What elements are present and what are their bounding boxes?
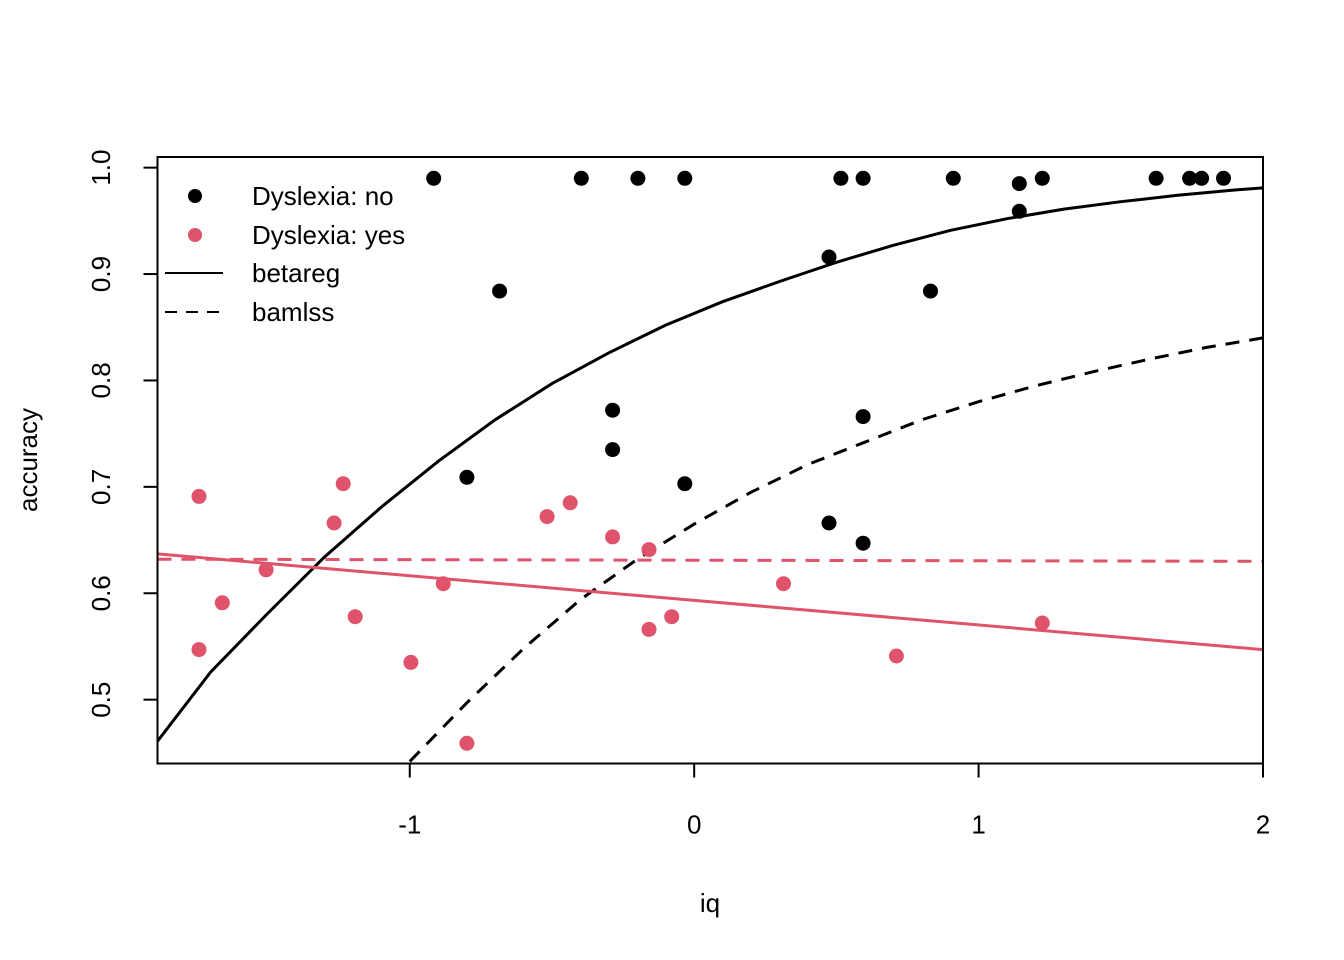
y-axis-title: accuracy	[13, 408, 43, 512]
data-point-dyslexia-yes	[776, 576, 791, 592]
data-point-dyslexia-no	[1011, 203, 1027, 219]
data-point-dyslexia-yes	[347, 609, 363, 625]
data-point-dyslexia-yes	[888, 648, 904, 664]
data-point-dyslexia-no	[630, 170, 646, 186]
legend: Dyslexia: no Dyslexia: yes betareg bamls…	[165, 181, 405, 327]
data-point-dyslexia-no	[821, 249, 837, 265]
y-tick-label: 0.8	[86, 362, 116, 398]
y-tick-label: 0.9	[86, 256, 116, 292]
data-point-dyslexia-yes	[403, 654, 419, 670]
data-point-dyslexia-no	[833, 170, 849, 186]
data-point-dyslexia-yes	[335, 476, 351, 492]
data-point-dyslexia-yes	[562, 495, 578, 511]
legend-swatch-dyslexia-yes	[188, 228, 202, 242]
x-tick-label: 1	[971, 810, 985, 840]
x-tick-label: 2	[1256, 810, 1270, 840]
y-tick-label: 1.0	[86, 150, 116, 186]
plot-frame	[156, 156, 1264, 765]
data-point-dyslexia-no	[1216, 170, 1231, 186]
data-point-dyslexia-yes	[539, 509, 555, 525]
fit-line-bamlss-dyslexia-no	[408, 336, 1263, 763]
data-point-dyslexia-yes	[258, 562, 274, 578]
y-tick-label: 0.6	[86, 575, 116, 611]
fit-line-betareg-dyslexia-yes	[157, 552, 1263, 652]
data-point-dyslexia-yes	[641, 542, 657, 558]
data-point-dyslexia-yes	[664, 609, 680, 625]
data-point-dyslexia-no	[1011, 176, 1027, 192]
data-point-dyslexia-no	[605, 402, 621, 418]
data-point-dyslexia-yes	[605, 529, 621, 545]
legend-label-dyslexia-no: Dyslexia: no	[252, 181, 394, 211]
data-point-dyslexia-no	[677, 170, 693, 186]
data-point-dyslexia-no	[573, 170, 589, 186]
legend-label-betareg: betareg	[252, 258, 340, 288]
data-point-dyslexia-no	[1194, 170, 1210, 186]
x-axis-title: iq	[700, 888, 720, 918]
legend-label-bamlss: bamlss	[252, 297, 334, 327]
data-point-dyslexia-yes	[435, 576, 451, 592]
fitted-lines-layer	[157, 186, 1263, 763]
data-point-dyslexia-no	[855, 535, 871, 551]
data-point-dyslexia-no	[855, 409, 871, 425]
x-tick-label: -1	[398, 810, 421, 840]
data-point-dyslexia-yes	[1034, 615, 1050, 631]
data-point-dyslexia-yes	[214, 595, 230, 611]
data-point-dyslexia-no	[426, 170, 442, 186]
x-tick-label: 0	[687, 810, 701, 840]
axes-layer: -1 0 1 2 0.5 0.6 0.7 0.8 0.9 1.0	[86, 150, 1270, 840]
data-point-dyslexia-no	[855, 170, 871, 186]
legend-label-dyslexia-yes: Dyslexia: yes	[252, 220, 405, 250]
data-point-dyslexia-no	[923, 283, 938, 299]
data-point-dyslexia-yes	[191, 488, 207, 504]
fit-line-bamlss-dyslexia-yes	[157, 557, 1263, 563]
fit-line-betareg-dyslexia-no	[157, 186, 1263, 743]
data-point-dyslexia-no	[459, 469, 475, 485]
legend-swatch-dyslexia-no	[188, 189, 202, 203]
data-point-dyslexia-yes	[326, 515, 342, 531]
data-point-dyslexia-no	[945, 170, 961, 186]
data-point-dyslexia-yes	[459, 735, 475, 751]
data-point-dyslexia-no	[1148, 170, 1164, 186]
data-point-dyslexia-no	[677, 476, 693, 492]
data-point-dyslexia-no	[605, 442, 621, 458]
data-point-dyslexia-no	[1034, 170, 1050, 186]
data-point-dyslexia-yes	[641, 621, 657, 637]
data-point-dyslexia-no	[821, 515, 837, 531]
y-tick-label: 0.5	[86, 682, 116, 718]
y-tick-label: 0.7	[86, 469, 116, 505]
data-point-dyslexia-no	[1182, 170, 1198, 186]
data-point-dyslexia-yes	[191, 642, 207, 658]
data-point-dyslexia-no	[492, 283, 508, 299]
data-points-layer	[191, 170, 1231, 751]
